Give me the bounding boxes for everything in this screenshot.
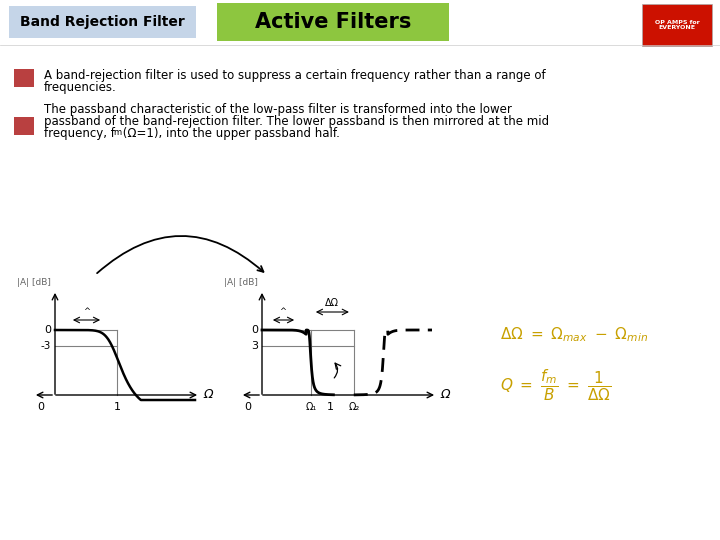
FancyBboxPatch shape: [14, 69, 34, 87]
Text: 0: 0: [251, 325, 258, 335]
FancyBboxPatch shape: [9, 6, 196, 38]
Text: ΔΩ: ΔΩ: [325, 298, 339, 308]
FancyBboxPatch shape: [14, 117, 34, 135]
Text: A band-rejection filter is used to suppress a certain frequency rather than a ra: A band-rejection filter is used to suppr…: [44, 70, 546, 83]
Text: 0: 0: [44, 325, 51, 335]
Text: Ω₁: Ω₁: [305, 402, 317, 412]
Text: OP AMPS for
EVERYONE: OP AMPS for EVERYONE: [654, 19, 699, 30]
Text: $\Delta\Omega\ =\ \Omega_{max}\ -\ \Omega_{min}$: $\Delta\Omega\ =\ \Omega_{max}\ -\ \Omeg…: [500, 326, 648, 345]
Text: 1: 1: [114, 402, 120, 412]
Text: Band Rejection Filter: Band Rejection Filter: [19, 15, 184, 29]
Text: m: m: [113, 128, 121, 137]
Text: Ω: Ω: [440, 388, 449, 402]
Text: (Ω=1), into the upper passband half.: (Ω=1), into the upper passband half.: [119, 127, 340, 140]
Text: frequencies.: frequencies.: [44, 82, 117, 94]
Text: 0: 0: [245, 402, 251, 412]
Text: The passband characteristic of the low-pass filter is transformed into the lower: The passband characteristic of the low-p…: [44, 104, 512, 117]
FancyBboxPatch shape: [217, 3, 449, 41]
Text: passband of the band-rejection filter. The lower passband is then mirrored at th: passband of the band-rejection filter. T…: [44, 116, 549, 129]
Text: Active Filters: Active Filters: [255, 12, 411, 32]
Text: |A| [dB]: |A| [dB]: [17, 278, 51, 287]
Text: -3: -3: [40, 341, 51, 351]
FancyBboxPatch shape: [642, 4, 712, 46]
Text: Ω: Ω: [203, 388, 212, 402]
Text: 1: 1: [326, 402, 333, 412]
Text: ^: ^: [279, 307, 287, 316]
Text: 0: 0: [37, 402, 45, 412]
Text: ^: ^: [84, 307, 91, 316]
Text: Ω₂: Ω₂: [348, 402, 359, 412]
Text: frequency, f: frequency, f: [44, 127, 115, 140]
Text: $Q\ =\ \dfrac{f_m}{B}\ =\ \dfrac{1}{\Delta\Omega}$: $Q\ =\ \dfrac{f_m}{B}\ =\ \dfrac{1}{\Del…: [500, 367, 611, 403]
Text: 3: 3: [251, 341, 258, 351]
Text: |A| [dB]: |A| [dB]: [224, 278, 258, 287]
